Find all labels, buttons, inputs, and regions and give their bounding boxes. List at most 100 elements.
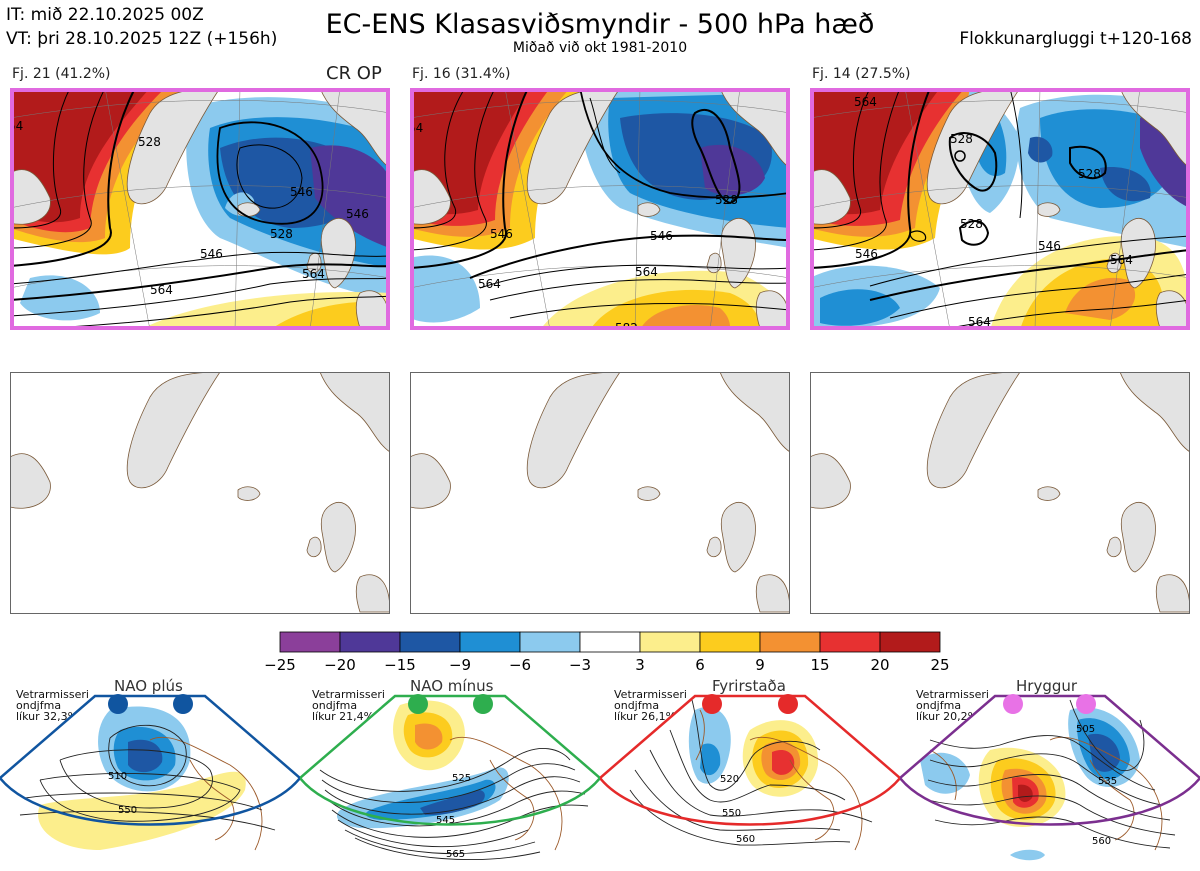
regime-2-prob: líkur 21,4%	[312, 710, 375, 723]
contour-label: 520	[720, 774, 739, 785]
regime-3-title: Fyrirstaða	[712, 677, 786, 695]
cluster-2-map: 54 528 546 546 564 564 582	[410, 88, 790, 330]
colorbar-tick: −3	[569, 656, 591, 674]
contour-label: 546	[490, 227, 513, 241]
contour-label: 528	[1078, 167, 1101, 181]
regime-4-season: Vetrarmisseri	[916, 688, 989, 701]
regime-marker	[1076, 694, 1096, 714]
init-time: IT: mið 22.10.2025 00Z	[6, 5, 204, 25]
contour-label: 550	[722, 808, 741, 819]
contour-label: 564	[635, 265, 658, 279]
contour-label: 546	[855, 247, 878, 261]
empty-map-3	[810, 372, 1190, 614]
contour-label: 564	[150, 283, 173, 297]
cluster-1-map: 54 528 546 546 564 528 546 564	[10, 88, 390, 330]
regime-marker	[408, 694, 428, 714]
colorbar-swatch	[279, 631, 341, 653]
regime-1-prob: líkur 32,3%	[16, 710, 79, 723]
graticule	[810, 88, 1190, 330]
colorbar-tick: 25	[930, 656, 949, 674]
contour-label: 528	[138, 135, 161, 149]
regime-4-title: Hryggur	[1016, 677, 1078, 695]
regime-1-title: NAO plús	[114, 677, 183, 695]
contour-label: 564	[302, 267, 325, 281]
classification-window: Flokkunargluggi t+120-168	[959, 29, 1192, 49]
regime-marker	[778, 694, 798, 714]
contour-label: 525	[452, 773, 471, 784]
cluster-2-label: Fj. 16 (31.4%)	[412, 66, 511, 82]
regime-2-note: ondjfma	[312, 699, 358, 712]
colorbar-swatch	[519, 631, 581, 653]
contour-label: 564	[1110, 253, 1133, 267]
regime-2-season: Vetrarmisseri	[312, 688, 385, 701]
colorbar-swatch	[759, 631, 821, 653]
colorbar-tick: −15	[384, 656, 416, 674]
contour-label: 564	[854, 95, 877, 109]
colorbar-swatch	[819, 631, 881, 653]
colorbar-swatch	[879, 631, 941, 653]
contour-label: 564	[968, 315, 991, 329]
regime-1-season: Vetrarmisseri	[16, 688, 89, 701]
colorbar-tick: −9	[449, 656, 471, 674]
regime-marker	[702, 694, 722, 714]
contour-label: 528	[950, 132, 973, 146]
colorbar-ticks: −25 −20 −15 −9 −6 −3 3 6 9 15 20 25	[264, 656, 949, 674]
contour-label: 535	[1098, 776, 1117, 787]
colorbar-tick: 20	[870, 656, 889, 674]
contour-label: 528	[270, 227, 293, 241]
empty-map-1	[10, 372, 390, 614]
contour-label: 528	[715, 193, 738, 207]
cluster-1-label: Fj. 21 (41.2%)	[12, 66, 111, 82]
contour-label: 582	[615, 321, 638, 330]
page-subtitle: Miðað við okt 1981-2010	[512, 40, 688, 56]
height-contours	[810, 88, 1190, 330]
colorbar-swatch	[339, 631, 401, 653]
regime-2-title: NAO mínus	[410, 677, 494, 695]
colorbar-swatches	[279, 631, 941, 653]
page-title: EC-ENS Klasasviðsmyndir - 500 hPa hæð	[325, 9, 875, 40]
colorbar-swatch	[579, 631, 641, 653]
cluster-3-label: Fj. 14 (27.5%)	[812, 66, 911, 82]
colorbar-swatch	[639, 631, 701, 653]
colorbar-tick: −25	[264, 656, 296, 674]
colorbar-tick: −20	[324, 656, 356, 674]
height-contours	[410, 88, 790, 319]
regime-marker	[108, 694, 128, 714]
cluster-3-map: 564 528 528 528 546 546 564 564	[810, 88, 1190, 330]
cluster-frame	[10, 88, 390, 330]
regime-1-map: 510 550	[0, 694, 300, 851]
height-contours	[10, 88, 390, 330]
contour-label: 528	[960, 217, 983, 231]
regime-1-note: ondjfma	[16, 699, 62, 712]
colorbar: −25 −20 −15 −9 −6 −3 3 6 9 15 20 25	[264, 631, 950, 674]
contour-label: 565	[446, 849, 465, 860]
contour-label: 560	[736, 834, 755, 845]
regime-marker	[173, 694, 193, 714]
colorbar-tick: 9	[755, 656, 765, 674]
regime-3-note: ondjfma	[614, 699, 660, 712]
regime-4-prob: líkur 20,2%	[916, 710, 979, 723]
contour-label: 546	[1038, 239, 1061, 253]
colorbar-swatch	[399, 631, 461, 653]
contour-label: 510	[108, 771, 127, 782]
contour-label: 550	[118, 805, 137, 816]
regime-4-map: 505 535 560	[900, 694, 1200, 861]
colorbar-swatch	[699, 631, 761, 653]
regime-4-note: ondjfma	[916, 699, 962, 712]
contour-label: 564	[478, 277, 501, 291]
regime-3-map: 520 550 560	[600, 694, 900, 851]
regime-marker	[1003, 694, 1023, 714]
contour-label: 505	[1076, 724, 1095, 735]
empty-map-2	[410, 372, 790, 614]
contour-label: 546	[200, 247, 223, 261]
colorbar-swatch	[459, 631, 521, 653]
contour-label: 546	[346, 207, 369, 221]
op-marker: CR OP	[326, 63, 382, 84]
cluster-frame	[410, 88, 790, 330]
colorbar-tick: 3	[635, 656, 645, 674]
contour-label: 546	[650, 229, 673, 243]
cluster-frame	[810, 88, 1190, 330]
colorbar-tick: 6	[695, 656, 705, 674]
regime-3-season: Vetrarmisseri	[614, 688, 687, 701]
regime-2-map: 525 545 565	[300, 694, 600, 860]
